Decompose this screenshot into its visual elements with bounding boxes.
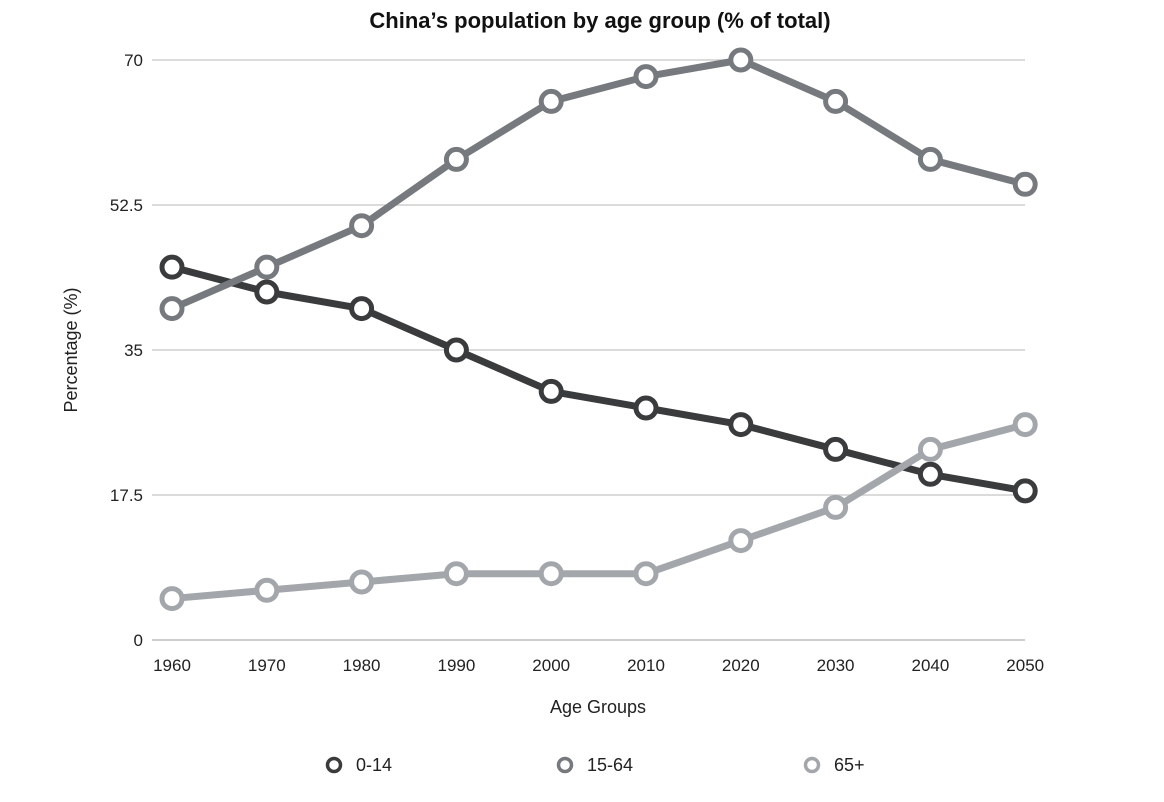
legend-item: 0-14 [325, 755, 392, 775]
legend-marker [803, 756, 821, 774]
data-point [254, 577, 280, 603]
data-point [538, 378, 564, 404]
data-point [728, 412, 754, 438]
data-point [349, 569, 375, 595]
x-tick-label: 1990 [437, 656, 475, 675]
x-tick-label: 2040 [911, 656, 949, 675]
data-point [633, 64, 659, 90]
data-point [823, 88, 849, 114]
data-point [159, 296, 185, 322]
data-point [159, 586, 185, 612]
series-line [168, 263, 1029, 495]
x-tick-label: 2050 [1006, 656, 1044, 675]
series-15-64 [159, 47, 1038, 322]
y-tick-label: 17.5 [110, 486, 143, 505]
data-point [254, 279, 280, 305]
data-point [728, 47, 754, 73]
y-tick-label: 70 [124, 51, 143, 70]
data-point [1012, 412, 1038, 438]
legend-label: 15-64 [587, 755, 633, 775]
series-65+ [159, 412, 1038, 612]
data-point [917, 461, 943, 487]
x-tick-label: 2010 [627, 656, 665, 675]
x-tick-label: 1980 [343, 656, 381, 675]
x-tick-label: 2000 [532, 656, 570, 675]
data-point [159, 254, 185, 280]
legend: 0-14 15-64 65+ [325, 755, 865, 775]
data-point [728, 528, 754, 554]
x-tick-labels: 1960 1970 1980 1990 2000 2010 2020 2030 2040 2050 [153, 656, 1044, 675]
data-point [917, 436, 943, 462]
data-point [538, 561, 564, 587]
y-tick-label: 35 [124, 341, 143, 360]
legend-marker [556, 756, 574, 774]
data-point [254, 254, 280, 280]
data-point [633, 561, 659, 587]
data-point [1012, 478, 1038, 504]
y-tick-label: 0 [134, 631, 143, 650]
legend-marker [325, 756, 343, 774]
series-lines [159, 47, 1038, 612]
x-axis-label: Age Groups [550, 697, 646, 717]
y-tick-labels: 0 17.5 35 52.5 70 [110, 51, 143, 650]
data-point [349, 213, 375, 239]
data-point [823, 436, 849, 462]
data-point [633, 395, 659, 421]
data-point [443, 146, 469, 172]
grid-lines [152, 59, 1025, 641]
data-point [538, 88, 564, 114]
series-line [168, 56, 1029, 313]
legend-item: 65+ [803, 755, 865, 775]
legend-label: 65+ [834, 755, 865, 775]
data-point [823, 494, 849, 520]
legend-item: 15-64 [556, 755, 633, 775]
series-0-14 [159, 254, 1038, 504]
data-point [917, 146, 943, 172]
data-point [349, 296, 375, 322]
y-tick-label: 52.5 [110, 196, 143, 215]
chart-title: China’s population by age group (% of to… [369, 8, 830, 33]
series-line [168, 421, 1029, 603]
x-tick-label: 2020 [722, 656, 760, 675]
y-axis-label: Percentage (%) [61, 287, 81, 412]
x-tick-label: 2030 [817, 656, 855, 675]
data-point [1012, 171, 1038, 197]
legend-label: 0-14 [356, 755, 392, 775]
x-tick-label: 1960 [153, 656, 191, 675]
data-point [443, 337, 469, 363]
data-point [443, 561, 469, 587]
x-tick-label: 1970 [248, 656, 286, 675]
